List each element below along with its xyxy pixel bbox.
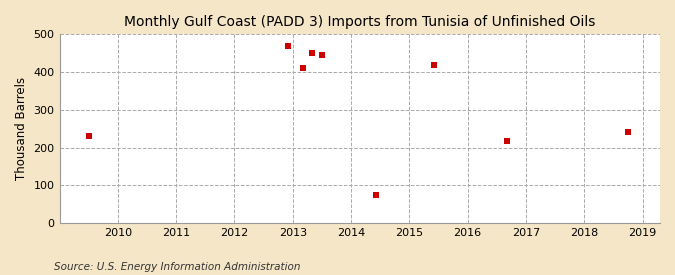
Point xyxy=(370,192,381,197)
Point xyxy=(283,43,294,48)
Point xyxy=(502,139,512,143)
Y-axis label: Thousand Barrels: Thousand Barrels xyxy=(15,77,28,180)
Point xyxy=(83,134,94,139)
Point xyxy=(317,53,327,57)
Text: Source: U.S. Energy Information Administration: Source: U.S. Energy Information Administ… xyxy=(54,262,300,272)
Title: Monthly Gulf Coast (PADD 3) Imports from Tunisia of Unfinished Oils: Monthly Gulf Coast (PADD 3) Imports from… xyxy=(124,15,595,29)
Point xyxy=(297,66,308,70)
Point xyxy=(429,62,439,67)
Point xyxy=(622,130,633,134)
Point xyxy=(306,51,317,56)
